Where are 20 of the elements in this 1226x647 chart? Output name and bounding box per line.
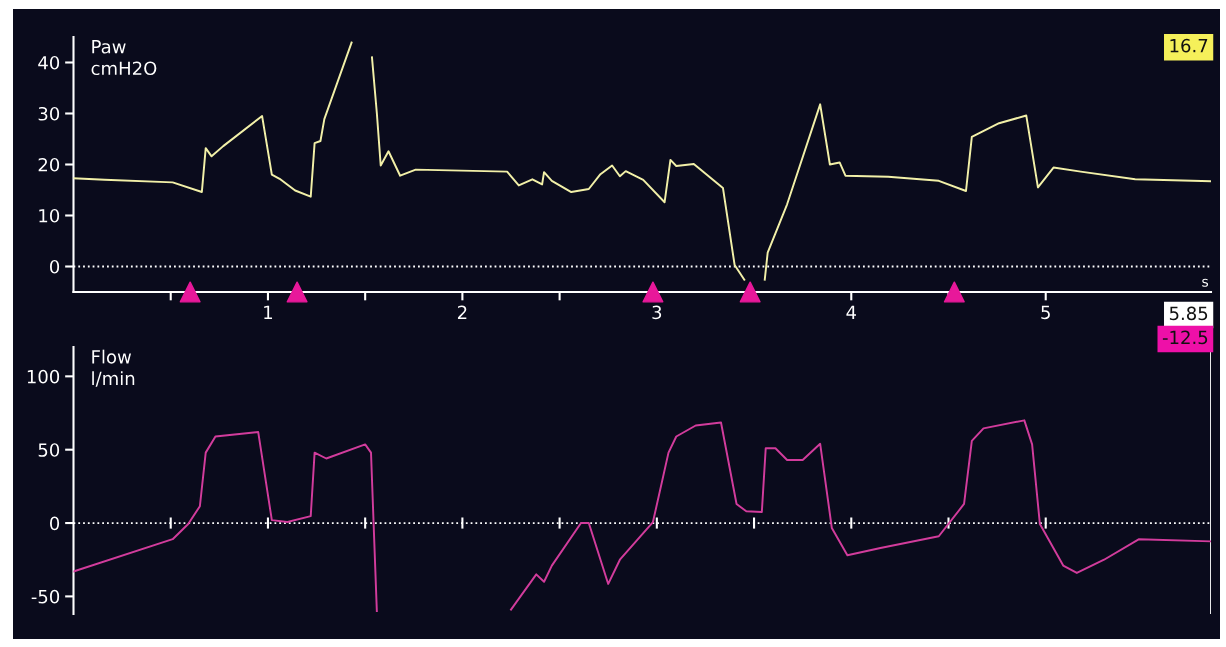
y-tick-label: 100 [27,369,60,384]
x-tick-label: 2 [457,305,467,319]
y-axis-title: Flow l/min [92,349,135,387]
y-tick-label: 0 [50,516,60,531]
y-tick-label: 40 [38,55,60,70]
y-tick-label: -50 [31,589,60,604]
x-tick-label: 4 [846,305,857,319]
x-tick-label: 1 [264,305,273,319]
annotation: 16.7 [1170,38,1208,53]
x-tick-label: 5 [1041,305,1050,320]
y-tick-label: 50 [38,443,60,457]
x-tick-label: 3 [652,305,662,320]
y-tick-label: 0 [50,259,60,274]
y-tick-label: 30 [38,106,60,121]
x-axis-title: s [1202,278,1209,287]
y-tick-label: 10 [39,208,60,223]
y-tick-label: 20 [38,157,60,172]
y-axis-title: Paw cmH2O [91,40,157,76]
text: 5.85 [1169,306,1208,321]
text: -12.5 [1162,330,1208,345]
